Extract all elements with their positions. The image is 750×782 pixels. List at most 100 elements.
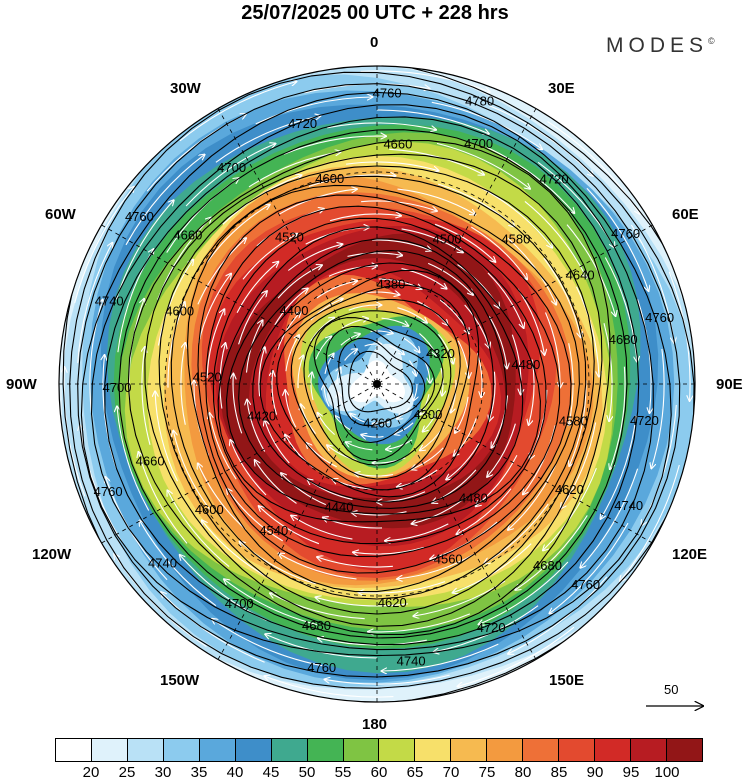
streamline	[274, 289, 308, 326]
streamline	[206, 309, 224, 379]
streamline	[285, 390, 297, 428]
streamline	[311, 373, 313, 401]
colorbar-tick-label: 40	[226, 764, 244, 781]
streamline	[140, 521, 217, 607]
meridian	[101, 224, 653, 544]
contour-label: 4320	[426, 346, 455, 361]
colorbar-cell	[666, 739, 702, 761]
streamline	[168, 491, 230, 568]
lon-label-60e: 60E	[672, 206, 699, 223]
colorbar-tick-label: 100	[654, 764, 680, 781]
colorbar-cell	[56, 739, 92, 761]
streamline	[550, 522, 629, 613]
contour-label: 4760	[125, 209, 154, 224]
streamline	[125, 155, 205, 246]
colorbar-cell	[163, 739, 200, 761]
streamline	[219, 343, 225, 409]
streamline	[576, 286, 599, 377]
streamline	[265, 420, 290, 464]
contour-label: 4720	[477, 620, 506, 635]
streamline	[453, 543, 532, 593]
colorbar-tick-label: 20	[82, 764, 100, 781]
map-boundary	[58, 65, 696, 703]
colorbar-cell	[595, 739, 631, 761]
streamline	[603, 323, 612, 421]
streamline	[586, 187, 649, 291]
contour-label: 4620	[555, 482, 584, 497]
streamline	[346, 161, 438, 171]
streamline	[236, 262, 278, 313]
streamline	[457, 488, 512, 535]
streamline	[370, 331, 393, 333]
streamline	[281, 473, 327, 506]
streamline	[179, 82, 296, 142]
contour-label: 4760	[611, 226, 640, 241]
colorbar-cell	[559, 739, 596, 761]
north-pole-marker	[373, 380, 381, 388]
streamline	[215, 116, 320, 163]
streamline	[255, 97, 373, 125]
lon-label-30e: 30E	[548, 80, 575, 97]
streamline	[569, 380, 587, 466]
contour-label: 4600	[195, 502, 224, 517]
contour-label: 4580	[559, 414, 588, 429]
contour-label: 4520	[193, 370, 222, 385]
contour-label: 4740	[614, 498, 643, 513]
streamline	[270, 593, 365, 620]
streamline	[353, 546, 425, 554]
streamline	[489, 105, 593, 176]
colorbar-tick-label: 80	[514, 764, 532, 781]
streamline	[455, 396, 469, 433]
contour-label: 4720	[540, 172, 569, 187]
contour-label: 4500	[433, 232, 462, 247]
contour-label: 4520	[275, 230, 304, 245]
streamline	[341, 319, 368, 329]
streamline	[401, 268, 447, 289]
contour-label: 4700	[464, 136, 493, 151]
streamline	[259, 506, 320, 545]
streamline	[376, 109, 489, 134]
colorbar-cell	[451, 739, 488, 761]
map-title: 25/07/2025 00 UTC + 228 hrs	[241, 2, 509, 24]
streamline	[389, 148, 484, 174]
contour-label: 4760	[94, 484, 123, 499]
streamline	[167, 302, 185, 388]
colorbar-cell	[235, 739, 272, 761]
streamline	[561, 422, 597, 509]
contour-label: 4740	[95, 294, 124, 309]
wind-speed-colorbar	[55, 738, 703, 762]
streamline	[297, 356, 303, 389]
lon-label-30w: 30W	[170, 80, 201, 97]
colorbar-tick-label: 60	[370, 764, 388, 781]
contour-label: 4740	[148, 555, 177, 570]
colorbar-cell	[307, 739, 344, 761]
streamline	[315, 337, 331, 360]
streamline	[346, 442, 373, 451]
colorbar-cell	[91, 739, 128, 761]
wind-streamlines	[64, 70, 690, 698]
streamline	[487, 272, 524, 328]
streamline	[316, 597, 408, 607]
modes-logo: MODES©	[606, 34, 715, 58]
wind-reference-value: 50	[664, 682, 679, 697]
lon-label-120w: 120W	[32, 546, 72, 563]
streamline	[233, 374, 243, 434]
streamline	[344, 349, 357, 361]
colorbar-cell	[127, 739, 164, 761]
streamline	[227, 489, 283, 542]
streamline	[272, 371, 278, 415]
streamline	[604, 257, 637, 362]
streamline	[155, 392, 178, 482]
streamline	[285, 335, 299, 372]
contour-label: 4760	[571, 577, 600, 592]
streamline	[337, 368, 341, 385]
streamline	[185, 144, 275, 207]
streamline	[277, 312, 301, 350]
contour-label: 4780	[465, 94, 494, 109]
streamline	[324, 354, 334, 375]
contour-label: 4440	[325, 500, 354, 515]
contour-label: 4700	[225, 596, 254, 611]
contour-label: 4700	[217, 160, 246, 175]
streamline	[373, 422, 390, 424]
streamline	[601, 415, 637, 519]
